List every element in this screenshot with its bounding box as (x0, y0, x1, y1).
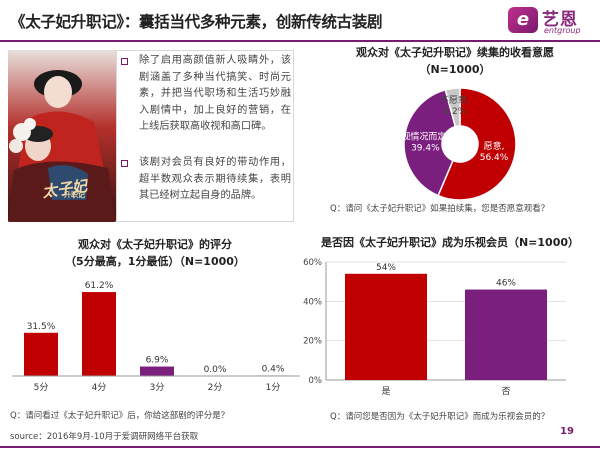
drama-poster: 太子妃 升职记 (8, 50, 116, 222)
score-category-label: 1分 (266, 382, 281, 393)
bullet-icon (121, 58, 128, 65)
poster-artwork (8, 50, 116, 222)
score-bar (24, 332, 58, 376)
member-bar-chart: 0% 20% 40% 60% 54% 是 46% 否 (303, 258, 566, 397)
score-bar-value: 61.2% (85, 281, 114, 291)
pie-chart-title-main: 观众对《太子妃升职记》续集的收看意愿 (356, 46, 554, 59)
score-bar (82, 292, 116, 376)
score-bar-value: 0.4% (262, 364, 285, 374)
score-category-label: 3分 (150, 382, 165, 393)
entgroup-logo: e 艺恩 entgroup (508, 5, 596, 37)
score-bar (140, 366, 174, 376)
member-bar-value: 46% (496, 279, 516, 289)
logo-text-cn: 艺恩 (542, 10, 578, 30)
score-bar-value: 31.5% (27, 322, 56, 332)
bullet-icon (121, 160, 128, 167)
score-chart-title-sub: （5分最高，1分最低）（N=1000） (65, 255, 245, 268)
member-bar (345, 273, 427, 380)
member-category-label: 是 (381, 386, 390, 397)
pie-slice-label: 视情况而定, (401, 131, 449, 143)
pie-slice-value: 56.4% (480, 153, 509, 163)
pie-slice-value: 4.2% (443, 107, 466, 117)
score-category-label: 5分 (34, 382, 49, 393)
pie-chart: 愿意,56.4% 视情况而定,39.4% 不愿意,4.2% (401, 87, 517, 201)
score-bar-value: 6.9% (146, 356, 169, 366)
pie-slice-label: 愿意, (484, 140, 505, 152)
score-chart-title: 观众对《太子妃升职记》的评分 （5分最高，1分最低）（N=1000） (10, 236, 300, 270)
member-chart-question: Q：请问您是否因为《太子妃升职记》而成为乐视会员的？ (330, 412, 550, 422)
summary-paragraph-1: 除了启用高颜值新人吸睛外，该剧涵盖了多种当代搞笑、时尚元素，并把当代职场和生活巧… (139, 55, 291, 132)
pie-slice-value: 39.4% (411, 144, 440, 154)
score-category-label: 2分 (208, 382, 223, 393)
member-category-label: 否 (501, 386, 510, 397)
member-y-tick-label: 40% (303, 297, 322, 307)
summary-box: 除了启用高颜值新人吸睛外，该剧涵盖了多种当代搞笑、时尚元素，并把当代职场和生活巧… (116, 50, 294, 222)
member-y-tick-label: 0% (309, 376, 323, 386)
pie-slice (403, 89, 457, 197)
title-divider (0, 40, 600, 42)
pie-slice-label: 不愿意, (440, 94, 470, 106)
score-chart-title-main: 观众对《太子妃升职记》的评分 (78, 238, 232, 251)
logo-mark: e (508, 7, 538, 33)
pie-slice (437, 87, 517, 201)
pie-chart-title-sub: （N=1000） (419, 63, 491, 76)
page-number: 19 (560, 426, 574, 437)
score-chart-question: Q：请问看过《太子妃升职记》后，你给这部剧的评分是？ (10, 411, 230, 421)
member-y-tick-label: 60% (303, 258, 322, 268)
pie-chart-title: 观众对《太子妃升职记》续集的收看意愿 （N=1000） (310, 44, 600, 78)
member-bar (465, 289, 547, 380)
pie-chart-question: Q：请问《太子妃升职记》如果拍续集，您是否愿意观看？ (330, 204, 550, 214)
member-chart-title: 是否因《太子妃升职记》成为乐视会员（N=1000） (320, 236, 580, 249)
pie-slice (444, 87, 461, 128)
poster-subcaption: 升职记 (64, 191, 85, 199)
member-y-tick-label: 20% (303, 337, 322, 347)
summary-paragraph-2: 该剧对会员有良好的带动作用，超半数观众表示期待续集，表明其已经树立起自身的品牌。 (139, 157, 291, 201)
source-note: source：2016年9月-10月于爱调研网络平台获取 (10, 432, 199, 442)
footer-divider (0, 446, 600, 448)
score-category-label: 4分 (92, 382, 107, 393)
page-title: 《太子妃升职记》：囊括当代多种元素，创新传统古装剧 (10, 13, 383, 31)
logo-text-en: entgroup (544, 26, 581, 35)
score-bar-value: 0.0% (204, 365, 227, 375)
member-bar-value: 54% (376, 263, 396, 273)
score-bar-chart: 31.5% 5分 61.2% 4分 6.9% 3分 0.0% 2分 0.4% 1分 (12, 281, 300, 393)
